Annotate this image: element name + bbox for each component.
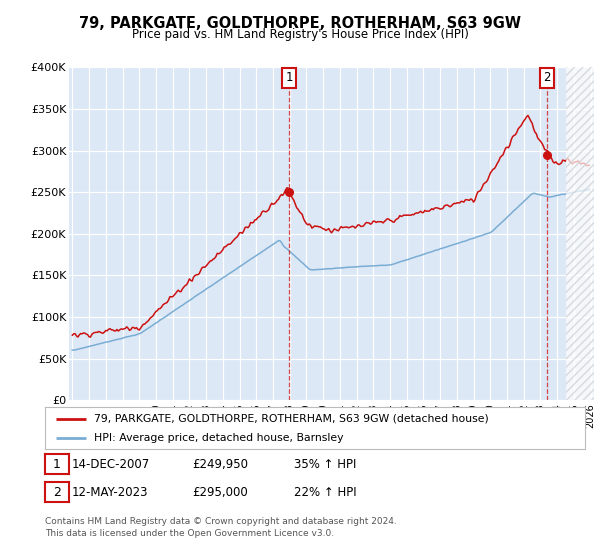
- Text: 22% ↑ HPI: 22% ↑ HPI: [294, 486, 356, 499]
- Text: HPI: Average price, detached house, Barnsley: HPI: Average price, detached house, Barn…: [94, 433, 343, 443]
- Text: This data is licensed under the Open Government Licence v3.0.: This data is licensed under the Open Gov…: [45, 529, 334, 538]
- Text: 79, PARKGATE, GOLDTHORPE, ROTHERHAM, S63 9GW: 79, PARKGATE, GOLDTHORPE, ROTHERHAM, S63…: [79, 16, 521, 31]
- Text: £249,950: £249,950: [192, 458, 248, 471]
- Text: Price paid vs. HM Land Registry's House Price Index (HPI): Price paid vs. HM Land Registry's House …: [131, 28, 469, 41]
- Text: 2: 2: [53, 486, 61, 499]
- Text: 35% ↑ HPI: 35% ↑ HPI: [294, 458, 356, 471]
- Text: 1: 1: [285, 71, 293, 85]
- Text: £295,000: £295,000: [192, 486, 248, 499]
- Text: 12-MAY-2023: 12-MAY-2023: [72, 486, 149, 499]
- Text: Contains HM Land Registry data © Crown copyright and database right 2024.: Contains HM Land Registry data © Crown c…: [45, 517, 397, 526]
- Text: 79, PARKGATE, GOLDTHORPE, ROTHERHAM, S63 9GW (detached house): 79, PARKGATE, GOLDTHORPE, ROTHERHAM, S63…: [94, 414, 488, 424]
- Text: 1: 1: [53, 458, 61, 471]
- Text: 2: 2: [543, 71, 550, 85]
- Text: 14-DEC-2007: 14-DEC-2007: [72, 458, 150, 471]
